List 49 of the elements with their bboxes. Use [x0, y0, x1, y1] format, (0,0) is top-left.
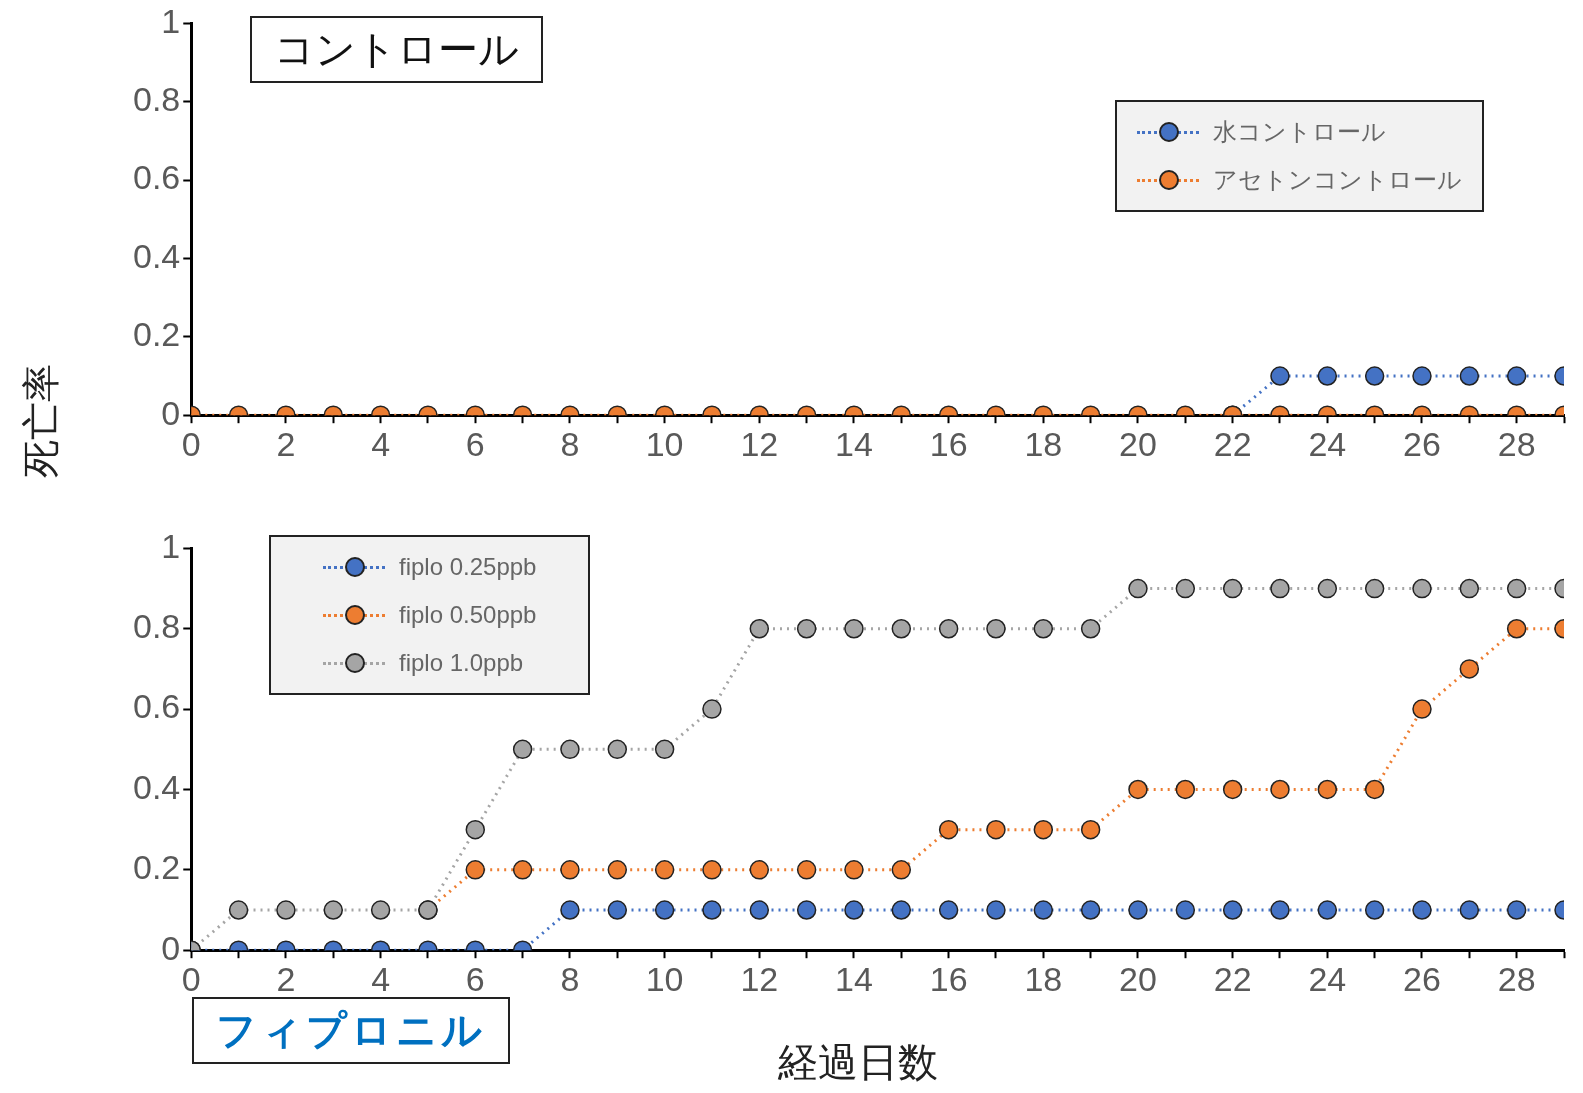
x-tick-label: 12 [740, 959, 779, 998]
x-tick-label: 12 [740, 424, 779, 463]
x-tick-label: 16 [929, 424, 968, 463]
legend-label: 水コントロール [1213, 117, 1386, 147]
x-tick-label: 22 [1213, 424, 1252, 463]
y-tick-label: 0.6 [133, 158, 181, 197]
y-tick-label: 1 [161, 526, 181, 565]
x-tick-label: 6 [465, 424, 485, 463]
y-tick-label: 0 [161, 393, 181, 432]
y-tick-label: 0.2 [133, 848, 181, 887]
x-tick-label: 20 [1119, 959, 1157, 998]
x-tick-label: 4 [371, 424, 391, 463]
x-tick-label: 2 [276, 959, 296, 998]
x-tick-label: 18 [1024, 959, 1063, 998]
x-tick-label: 10 [645, 424, 684, 463]
x-tick-label: 22 [1213, 959, 1252, 998]
y-axis-title: 死亡率 [18, 363, 63, 478]
y-tick-label: 0.4 [133, 767, 181, 806]
y-tick-label: 0.2 [133, 315, 181, 354]
x-tick-label: 8 [560, 424, 580, 463]
x-tick-label: 26 [1403, 424, 1441, 463]
x-tick-label: 16 [929, 959, 968, 998]
x-tick-label: 18 [1024, 424, 1063, 463]
y-tick-label: 0.8 [133, 80, 181, 119]
legend-label: fiplo 1.0ppb [399, 649, 524, 677]
x-tick-label: 6 [465, 959, 485, 998]
x-tick-label: 14 [835, 424, 873, 463]
x-tick-label: 20 [1119, 424, 1157, 463]
legend-label: アセトンコントロール [1213, 165, 1462, 195]
x-tick-label: 28 [1497, 959, 1536, 998]
y-tick-label: 1 [161, 1, 181, 40]
x-tick-label: 4 [371, 959, 391, 998]
x-tick-label: 28 [1497, 424, 1536, 463]
x-tick-label: 24 [1308, 959, 1347, 998]
legend-label: fiplo 0.50ppb [399, 601, 537, 629]
y-tick-label: 0 [161, 928, 181, 967]
chart-title: コントロール [250, 16, 543, 83]
x-tick-label: 8 [560, 959, 580, 998]
x-tick-label: 14 [835, 959, 873, 998]
legend-label: fiplo 0.25ppb [399, 553, 537, 581]
y-tick-label: 0.4 [133, 236, 181, 275]
x-tick-label: 26 [1403, 959, 1441, 998]
y-tick-label: 0.6 [133, 687, 181, 726]
y-tick-label: 0.8 [133, 607, 181, 646]
x-tick-label: 10 [645, 959, 684, 998]
text: フィプロニル [192, 997, 510, 1064]
x-tick-label: 24 [1308, 424, 1347, 463]
x-tick-label: 2 [276, 424, 296, 463]
x-axis-title: 経過日数 [778, 1039, 938, 1086]
